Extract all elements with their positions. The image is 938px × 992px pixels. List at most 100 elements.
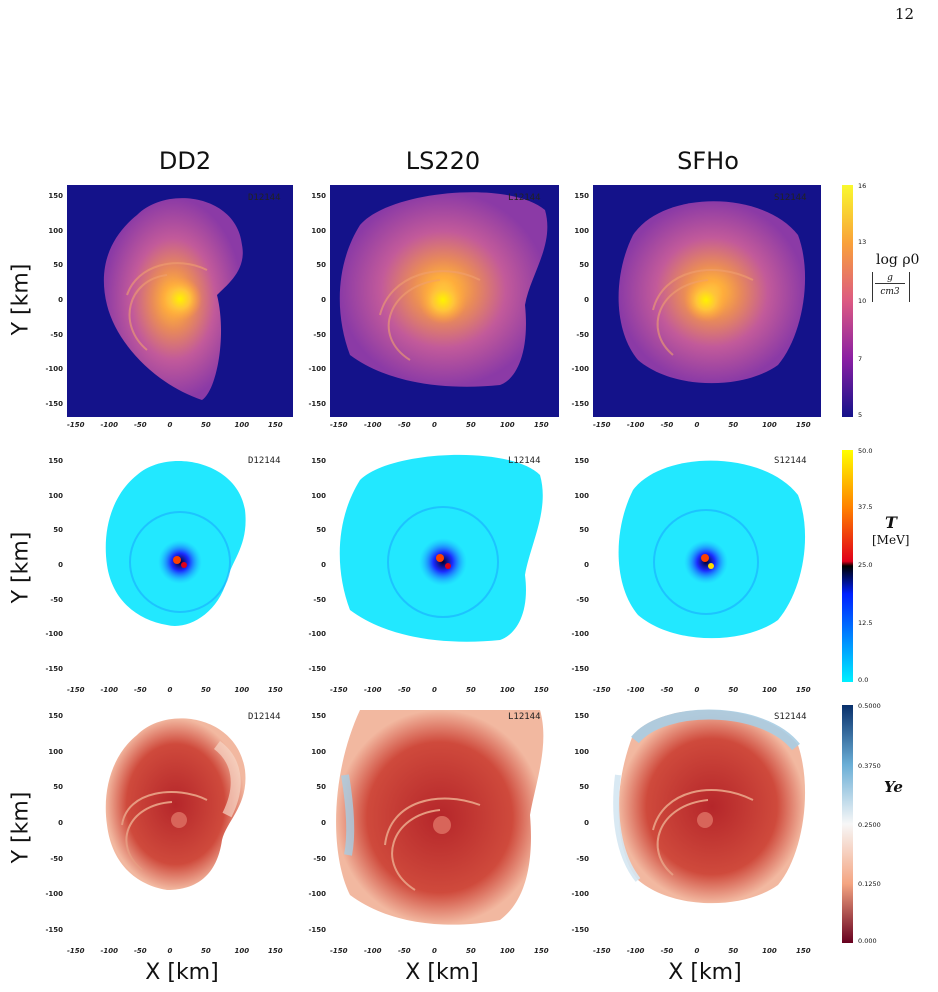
x-tick-label: -100 — [626, 686, 645, 694]
ye-panel-dd2 — [67, 705, 293, 943]
ye-colorbar — [842, 705, 853, 943]
page-number: 12 — [895, 5, 915, 23]
density-cb-tick: 16 — [858, 182, 867, 190]
y-tick-label: 0 — [58, 296, 63, 304]
y-tick-label: -50 — [313, 854, 326, 863]
density-unit-brackets — [872, 272, 910, 302]
ye-cb-tick: 0.5000 — [858, 702, 881, 710]
y-tick-label: -50 — [576, 595, 589, 604]
temperature-cb-tick: 0.0 — [858, 676, 869, 684]
x-tick-label: 50 — [466, 421, 476, 429]
x-tick-label: -50 — [134, 686, 147, 694]
ye-cb-tick: 0.1250 — [858, 880, 881, 888]
y-tick-label: -150 — [571, 926, 589, 934]
x-tick-label: 0 — [167, 947, 173, 955]
y-tick-label: 0 — [584, 561, 589, 569]
y-tick-label: -100 — [308, 630, 326, 639]
y-tick-label: 150 — [574, 712, 589, 720]
x-tick-label: 0 — [694, 686, 700, 694]
y-tick-label: -100 — [571, 890, 589, 899]
y-tick-label: -50 — [313, 595, 326, 604]
y-tick-label: 0 — [58, 561, 63, 569]
x-tick-label: -50 — [660, 421, 674, 429]
y-tick-label: 50 — [316, 261, 326, 270]
x-tick-label: -100 — [364, 686, 382, 694]
y-tick-label: 100 — [48, 226, 63, 235]
y-tick-label: 150 — [48, 192, 63, 200]
x-tick-label: 0 — [432, 947, 437, 955]
x-tick-label: -150 — [330, 421, 348, 429]
x-tick-label: -100 — [100, 686, 119, 694]
x-tick-label: -150 — [593, 686, 611, 694]
y-tick-label: -150 — [308, 400, 326, 408]
y-tick-label: 150 — [311, 192, 326, 200]
y-tick-label: 50 — [53, 526, 63, 535]
x-axis-label-dd2: X [km] — [145, 960, 219, 985]
x-tick-label: -100 — [626, 421, 645, 429]
run-label-ls220-row1: L12144 — [508, 193, 541, 203]
x-tick-label: -100 — [100, 421, 119, 429]
run-label-sfho-row1: S12144 — [774, 193, 807, 203]
ye-panel-ls220 — [330, 705, 559, 943]
x-tick-label: 150 — [268, 421, 283, 429]
row-label-ye: Y [km] — [8, 791, 34, 864]
density-cb-tick: 7 — [858, 355, 863, 363]
temperature-cb-label: T — [885, 513, 897, 532]
x-tick-label: -50 — [398, 947, 411, 955]
x-tick-label: -100 — [364, 947, 382, 955]
x-tick-label: 150 — [268, 947, 283, 955]
x-tick-label: 150 — [534, 947, 549, 955]
x-tick-label: 0 — [694, 421, 700, 429]
run-label-dd2-row1: D12144 — [248, 193, 281, 203]
temperature-cb-tick: 12.5 — [858, 619, 873, 627]
x-tick-label: -50 — [398, 686, 411, 694]
ye-cb-tick: 0.2500 — [858, 821, 881, 829]
ye-panel-sfho — [593, 705, 821, 943]
temperature-cb-unit: [MeV] — [872, 533, 910, 547]
density-cb-label: log ρ0 — [876, 252, 920, 268]
y-tick-label: -100 — [45, 630, 63, 639]
x-tick-label: 150 — [796, 947, 811, 955]
x-tick-label: -50 — [134, 947, 147, 955]
x-tick-label: 100 — [234, 421, 250, 429]
temperature-panel-dd2 — [67, 450, 293, 682]
y-tick-label: 100 — [574, 226, 589, 235]
density-cb-tick: 10 — [858, 297, 867, 305]
x-tick-label: 0 — [432, 686, 437, 694]
y-tick-label: 100 — [311, 491, 326, 500]
row-label-density: Y [km] — [8, 263, 34, 336]
temperature-cb-tick: 50.0 — [858, 447, 873, 455]
x-tick-label: 50 — [728, 947, 739, 955]
y-tick-label: 100 — [574, 747, 589, 756]
x-tick-label: 150 — [796, 421, 811, 429]
x-tick-label: 50 — [728, 421, 739, 429]
x-tick-label: 150 — [796, 686, 811, 694]
ye-cb-label: Ye — [884, 778, 903, 796]
x-tick-label: 100 — [234, 947, 250, 955]
x-tick-label: 100 — [500, 947, 515, 955]
y-tick-label: -50 — [50, 330, 63, 339]
x-tick-label: -50 — [660, 947, 674, 955]
y-tick-label: -100 — [45, 890, 63, 899]
y-tick-label: -150 — [45, 926, 63, 934]
y-tick-label: -100 — [45, 365, 63, 374]
x-tick-label: -150 — [593, 421, 611, 429]
x-tick-label: 150 — [534, 686, 549, 694]
column-title-ls220: LS220 — [405, 147, 481, 175]
x-tick-label: 0 — [432, 421, 437, 429]
x-tick-label: 100 — [762, 421, 777, 429]
x-tick-label: -100 — [364, 421, 382, 429]
y-tick-label: -150 — [308, 665, 326, 673]
y-tick-label: 100 — [574, 491, 589, 500]
row-label-temperature: Y [km] — [8, 531, 34, 604]
x-tick-label: 100 — [762, 947, 777, 955]
x-tick-label: -150 — [330, 947, 348, 955]
y-tick-label: -50 — [576, 330, 589, 339]
run-label-ls220-row2: L12144 — [508, 456, 541, 466]
y-tick-label: 50 — [579, 783, 589, 792]
x-axis-label-ls220: X [km] — [405, 960, 479, 985]
y-tick-label: 50 — [53, 783, 63, 792]
y-tick-label: 50 — [316, 526, 326, 535]
run-label-ls220-row3: L12144 — [508, 712, 541, 722]
temperature-cb-tick: 37.5 — [858, 503, 873, 511]
